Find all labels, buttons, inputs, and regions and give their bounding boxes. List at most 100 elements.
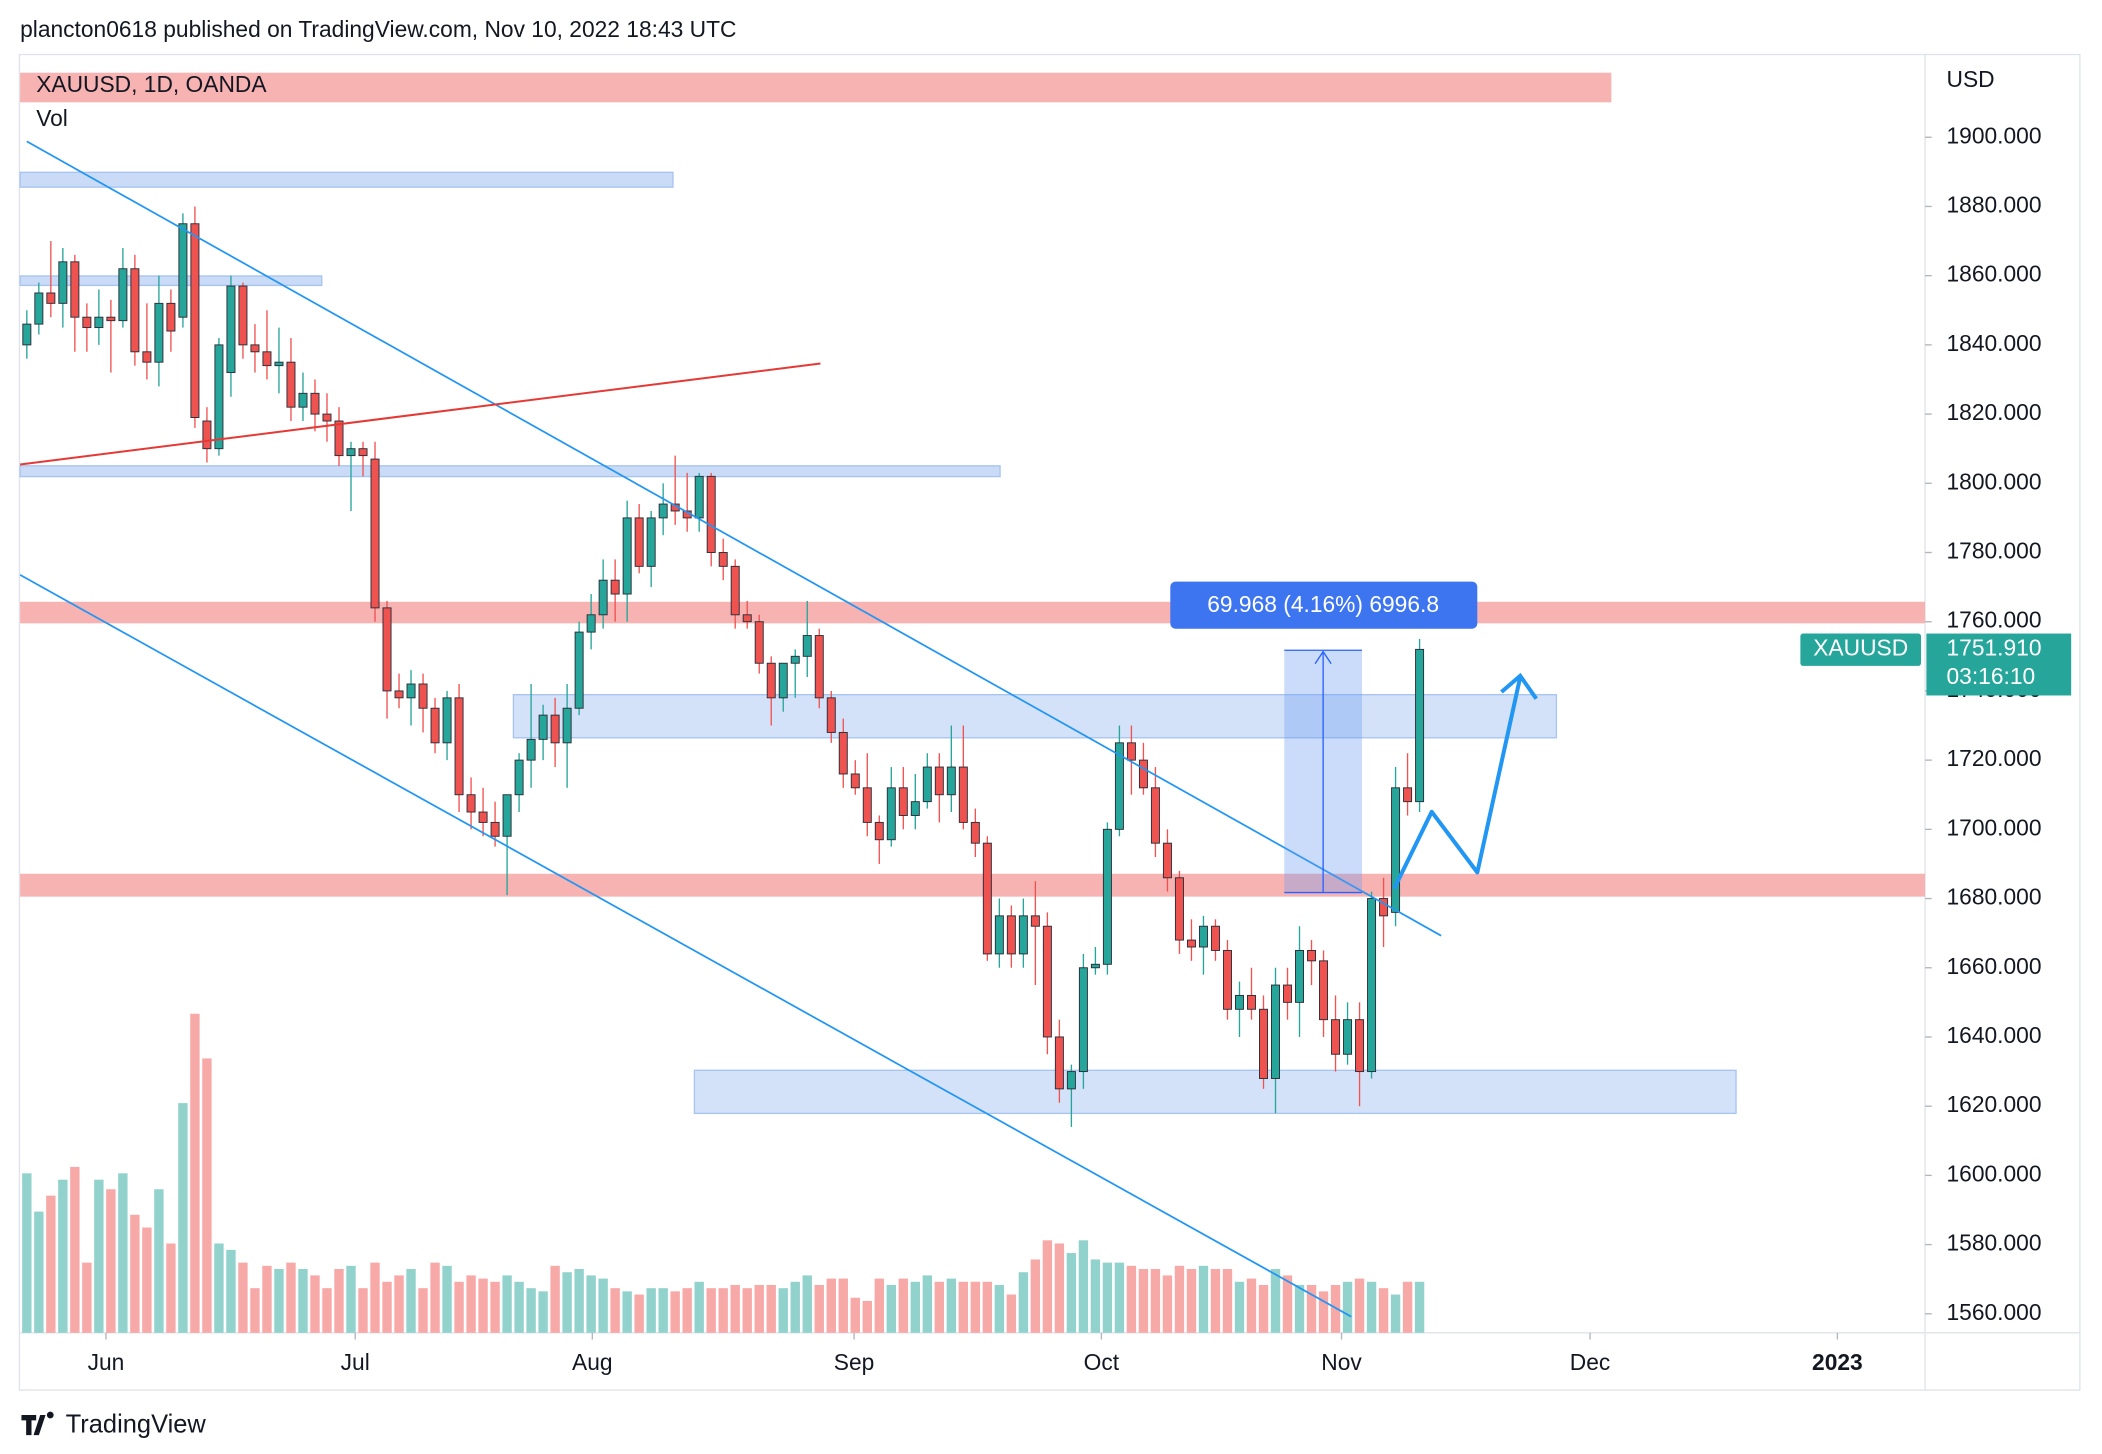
volume-bar [970,1281,981,1333]
x-tick-label: Nov [1321,1349,1362,1375]
candle-body [334,420,344,457]
candle-body [562,707,572,744]
volume-bar [1390,1294,1401,1333]
candle-body [178,223,188,318]
measure-label: 69.968 (4.16%) 6996.8 [1207,591,1439,617]
blue-zone [512,694,1558,739]
candle-body [1283,984,1292,1003]
candle-body [646,517,656,567]
volume-bar [850,1297,860,1333]
candle-body [754,621,764,664]
candle-body [1102,828,1112,965]
candle-body [286,361,296,408]
candle-body [1319,960,1329,1021]
logo-mark [21,1411,54,1436]
last-price-symbol: XAUUSD [1813,635,1908,661]
volume-bar [538,1291,548,1333]
candle-body [970,821,980,844]
volume-bar [550,1265,560,1333]
volume-bar [1198,1265,1209,1333]
volume-bar [262,1265,272,1333]
last-price-box [1926,633,2072,696]
volume-bar [178,1103,188,1333]
volume-bar [1414,1281,1425,1333]
blue-zone [693,1069,1737,1115]
candle-body [1114,742,1124,830]
candle-body [538,714,548,740]
forecast-arrowhead [1500,672,1538,700]
candle-body [574,631,584,709]
volume-bar [1366,1281,1377,1333]
candle-body [838,731,848,775]
x-tick-label: Aug [572,1349,613,1375]
volume-bar [766,1284,776,1333]
volume-bar [982,1281,993,1333]
candle-body [742,614,752,623]
forecast-path [1392,676,1523,890]
volume-bar [670,1291,680,1333]
candle-body [982,842,992,955]
brand: TradingView [66,1410,207,1438]
volume-bar [898,1278,908,1333]
volume-bar [130,1214,140,1333]
volume-bar [430,1262,440,1333]
volume-bar [622,1291,632,1333]
candle-body [142,351,152,363]
candle-body [694,475,704,519]
volume-bar [250,1288,260,1333]
candle-body [394,690,404,699]
candle-body [790,655,800,664]
candle-body [466,794,476,813]
x-tick-label: Jun [88,1349,125,1375]
candle-body [34,292,44,325]
volume-bar [1378,1288,1389,1333]
candle-body [1210,925,1220,951]
chart-frame [18,53,2081,1391]
drawings [19,72,1926,1115]
volume-bar [58,1179,68,1333]
overlays: 69.968 (4.16%) 6996.8 [19,140,1538,1318]
volume-bar [1354,1278,1365,1333]
measure-label-box [1170,581,1478,629]
candle-body [430,707,440,744]
y-tick-label: 1780.000 [1946,538,2041,564]
volume-bar [694,1281,704,1333]
axis-unit: USD [1946,66,1994,92]
candle-body [934,766,944,796]
candle-body [214,344,224,450]
volume-bar [922,1275,933,1333]
volume-bar [1006,1294,1017,1333]
candle-body [58,261,68,304]
volume-bar [418,1288,428,1333]
candle-body [1198,925,1208,948]
candle-body [1138,759,1148,789]
volume-bar [814,1284,824,1333]
candle-body [82,316,92,329]
volume-bar [238,1262,248,1333]
candle-body [1246,994,1256,1010]
candle-body [1162,842,1172,879]
candle-body [826,697,836,733]
candle-body [586,614,596,633]
volume-bar [1210,1269,1221,1333]
y-tick-label: 1720.000 [1946,745,2041,771]
volume-bar [574,1269,584,1333]
volume-bar [1258,1284,1269,1333]
symbol-label: XAUUSD, 1D, OANDA [36,71,267,97]
candle-body [1042,925,1052,1038]
candle-body [1391,787,1401,913]
volume-bar [946,1278,957,1333]
candles [22,206,1425,1127]
y-tick-label: 1860.000 [1946,261,2041,287]
candle-body [1078,967,1088,1073]
candle-body [994,915,1004,955]
volume-bar [1162,1275,1173,1333]
volume-bar [1342,1281,1353,1333]
candle-body [622,517,632,595]
volume-bar [682,1288,692,1333]
volume-bar [334,1269,344,1333]
candle-body [442,697,452,744]
volume-bar [1030,1259,1041,1333]
candle-body [1343,1019,1353,1055]
volume-bar [502,1275,512,1333]
